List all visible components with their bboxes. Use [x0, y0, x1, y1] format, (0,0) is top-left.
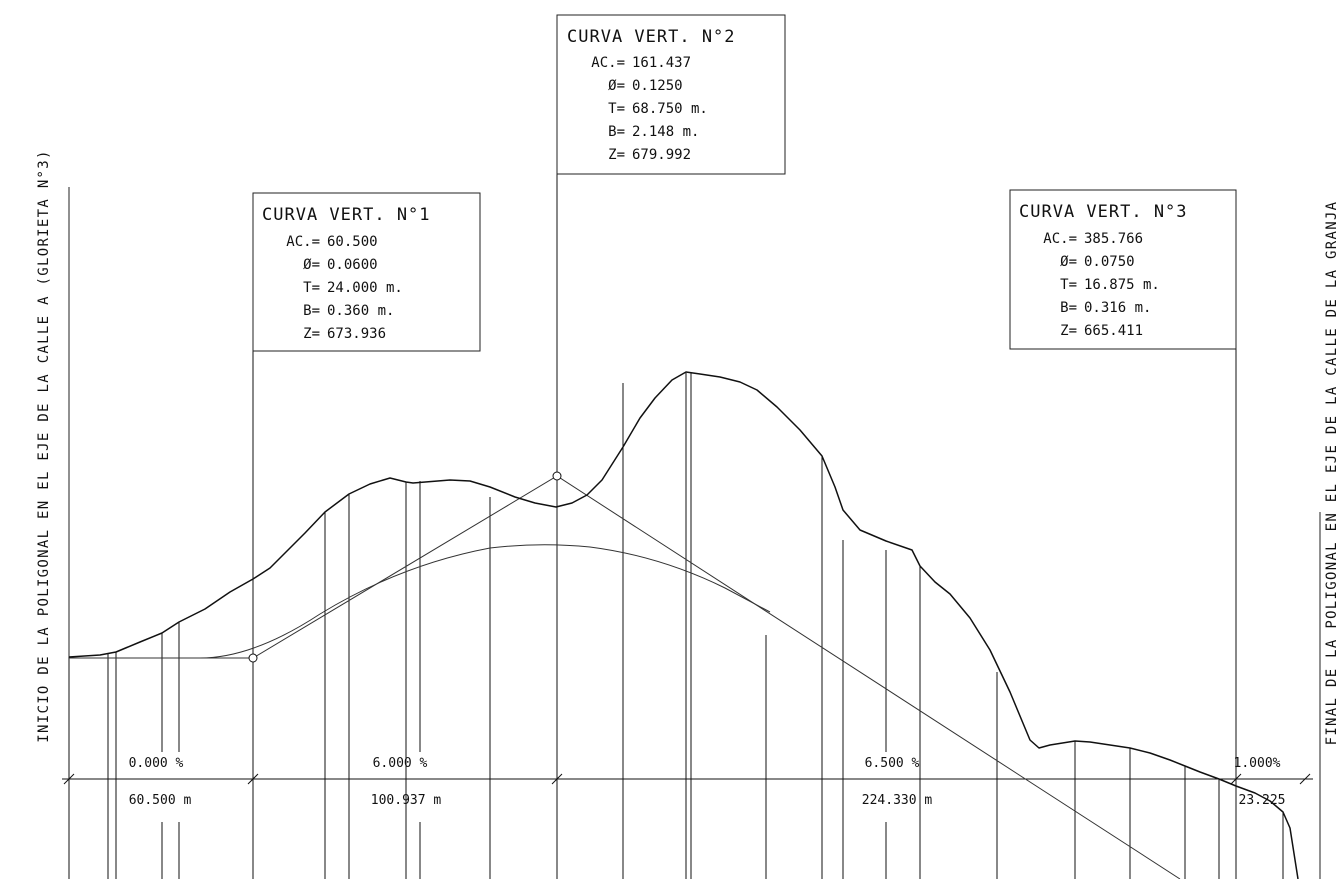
curve-3-tangent-value: 16.875 m.: [1084, 277, 1160, 293]
curve-box-2-title: CURVA VERT. N°2: [567, 27, 736, 47]
curve-2-tangent-value: 68.750 m.: [632, 101, 708, 117]
curve-1-external-value: 0.360 m.: [327, 303, 394, 319]
pi-marker-2: [552, 471, 562, 481]
road-profile-curve: [69, 544, 771, 659]
segment-4-length: 23.225: [1239, 793, 1286, 808]
curve-2-external-value: 2.148 m.: [632, 124, 699, 140]
segment-2-length: 100.937 m: [371, 793, 442, 808]
station-lines: [68, 174, 1284, 879]
pi-tick: [551, 773, 563, 785]
curve-2-elevation-key: Z=: [608, 147, 625, 163]
curve-3-external-key: B=: [1060, 300, 1077, 316]
curve-2-ac-value: 161.437: [632, 55, 691, 71]
curve-box-2-frame: [556, 14, 786, 175]
curve-box-3: CURVA VERT. N°3 AC.= 385.766 Ø= 0.0750 T…: [1009, 189, 1237, 350]
curve-1-external-key: B=: [303, 303, 320, 319]
pi-marker-1: [248, 653, 258, 663]
curve-3-elevation-key: Z=: [1060, 323, 1077, 339]
curve-2-tangent-key: T=: [608, 101, 625, 117]
segment-3-grade: 6.500 %: [865, 756, 920, 771]
end-of-alignment-label: FINAL DE LA POLIGONAL EN EL EJE DE LA CA…: [1324, 201, 1340, 746]
segment-labels: 0.000 % 60.500 m 6.000 % 100.937 m 6.500…: [129, 756, 1286, 808]
pi-tick: [247, 773, 259, 785]
segment-2-grade: 6.000 %: [373, 756, 428, 771]
curve-3-ac-value: 385.766: [1084, 231, 1143, 247]
curve-box-2: CURVA VERT. N°2 AC.= 161.437 Ø= 0.1250 T…: [556, 14, 786, 175]
curve-3-elevation-value: 665.411: [1084, 323, 1143, 339]
curve-1-angle-key: Ø=: [303, 257, 320, 273]
segment-4-grade: 1.000%: [1234, 756, 1281, 771]
pi-tick: [63, 773, 75, 785]
curve-3-ac-key: AC.=: [1043, 231, 1077, 247]
curve-2-ac-key: AC.=: [591, 55, 625, 71]
curve-box-3-title: CURVA VERT. N°3: [1019, 202, 1188, 222]
start-of-alignment-label: INICIO DE LA POLIGONAL EN EL EJE DE LA C…: [36, 149, 52, 742]
grade-tangent-line: [69, 475, 1181, 879]
curve-1-ac-key: AC.=: [286, 234, 320, 250]
curve-1-tangent-value: 24.000 m.: [327, 280, 403, 296]
curve-3-tangent-key: T=: [1060, 277, 1077, 293]
curve-2-angle-key: Ø=: [608, 78, 625, 94]
curve-box-1: CURVA VERT. N°1 AC.= 60.500 Ø= 0.0600 T=…: [252, 192, 481, 352]
segment-1-grade: 0.000 %: [129, 756, 184, 771]
start-of-alignment-label-group: INICIO DE LA POLIGONAL EN EL EJE DE LA C…: [36, 149, 52, 742]
curve-1-ac-value: 60.500: [327, 234, 378, 250]
curve-2-elevation-value: 679.992: [632, 147, 691, 163]
curve-3-angle-value: 0.0750: [1084, 254, 1135, 270]
curve-2-external-key: B=: [608, 124, 625, 140]
terrain-line: [68, 371, 1299, 879]
curve-box-1-frame: [252, 192, 481, 352]
curve-2-angle-value: 0.1250: [632, 78, 683, 94]
curve-box-1-title: CURVA VERT. N°1: [262, 205, 431, 225]
segment-1-length: 60.500 m: [129, 793, 192, 808]
end-of-alignment-label-group: FINAL DE LA POLIGONAL EN EL EJE DE LA CA…: [1324, 201, 1340, 746]
pi-tick: [1230, 773, 1242, 785]
curve-3-external-value: 0.316 m.: [1084, 300, 1151, 316]
pi-tick: [1299, 773, 1311, 785]
curve-box-3-frame: [1009, 189, 1237, 350]
segment-3-length: 224.330 m: [862, 793, 933, 808]
curve-3-angle-key: Ø=: [1060, 254, 1077, 270]
datum-line-group: [62, 773, 1313, 785]
curve-1-elevation-value: 673.936: [327, 326, 386, 342]
curve-1-elevation-key: Z=: [303, 326, 320, 342]
curve-1-angle-value: 0.0600: [327, 257, 378, 273]
curve-1-tangent-key: T=: [303, 280, 320, 296]
